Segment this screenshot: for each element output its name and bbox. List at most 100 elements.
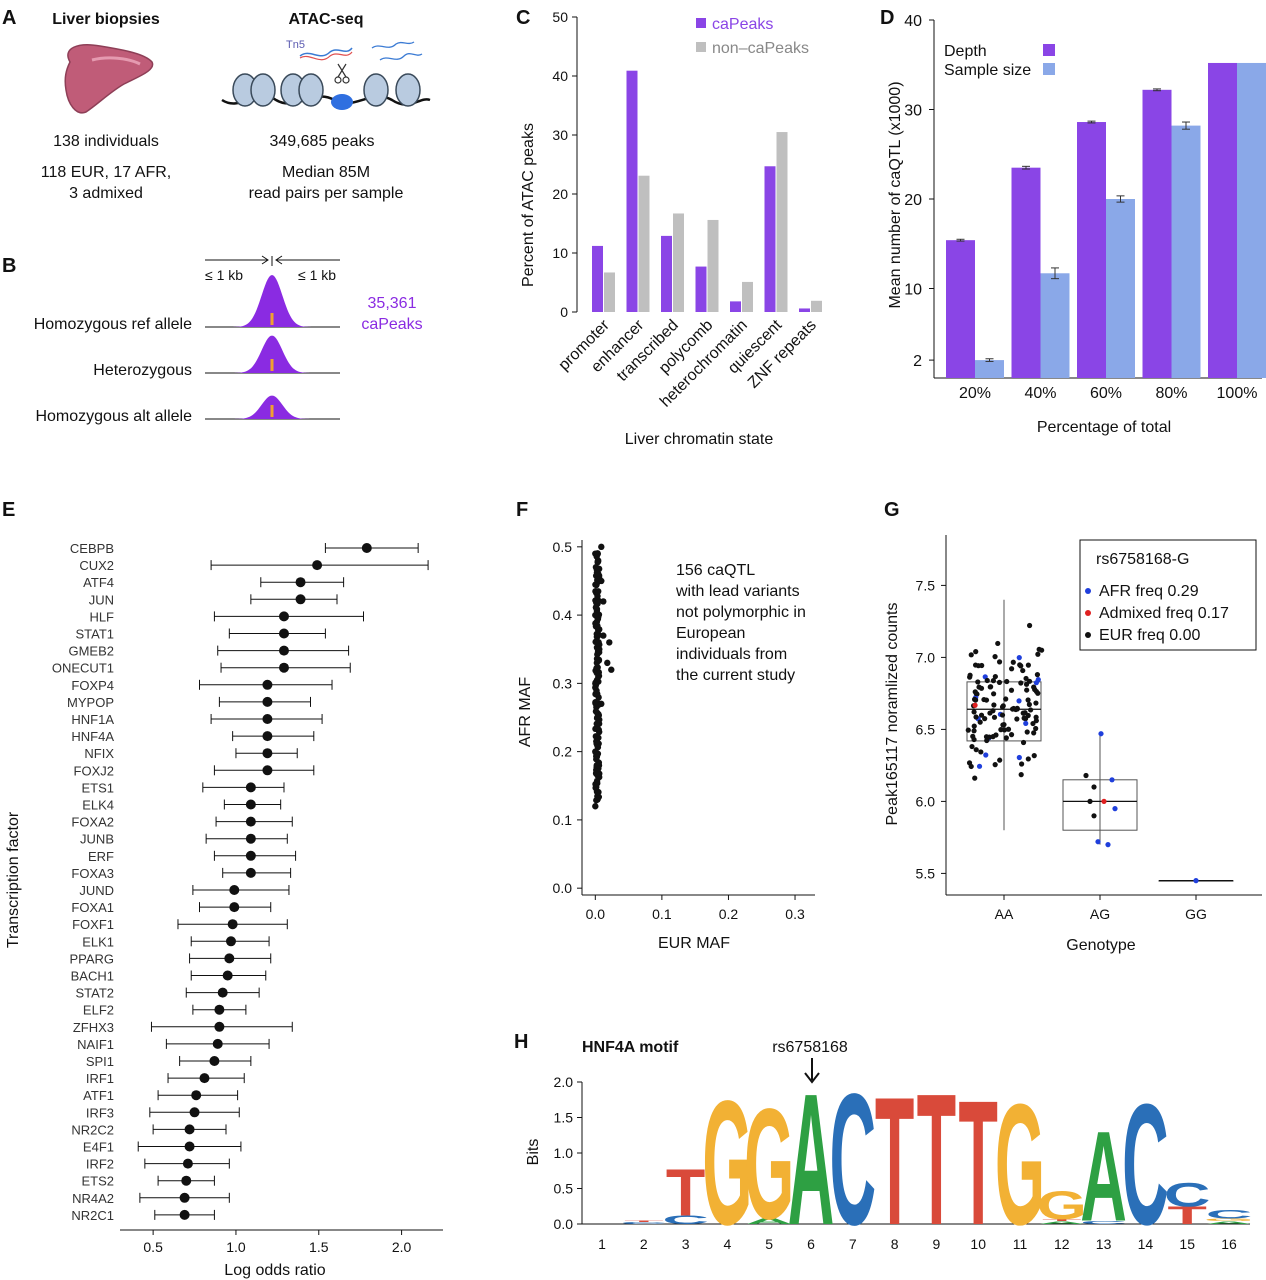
g-point-AG	[1083, 772, 1089, 779]
h-letter-16-C: C	[1206, 1208, 1253, 1221]
e-point-ATF4	[295, 577, 306, 588]
g-ytick-label-3: 7.0	[916, 649, 936, 665]
row-hom-alt: Homozygous alt allele	[35, 408, 192, 425]
g-point-AA	[1033, 725, 1039, 732]
e-tf-label-ATF1: ATF1	[83, 1088, 114, 1103]
c-bar-non–caPeaks-polycomb	[707, 219, 719, 312]
h-position-2: 2	[640, 1236, 648, 1252]
h-ylabel: Bits	[525, 1139, 542, 1166]
g-point-AA	[973, 649, 979, 655]
f-ytick-label-3: 0.3	[553, 675, 573, 691]
nucleosome-chromatin-icon	[221, 73, 431, 110]
g-point-GG	[1193, 878, 1199, 884]
g-point-AA	[1018, 663, 1024, 669]
g-point-AA	[973, 697, 979, 703]
f-ytick-label-4: 0.4	[553, 607, 573, 623]
f-ylabel: AFR MAF	[517, 677, 534, 747]
g-point-AA	[1021, 715, 1027, 721]
e-point-NR2C2	[184, 1124, 195, 1135]
c-ytick-label-0: 0	[560, 304, 568, 320]
admixed-count: 3 admixed	[69, 185, 143, 202]
h-position-8: 8	[891, 1236, 899, 1252]
g-point-AG	[1101, 798, 1107, 805]
c-legend-noncapeaks: non–caPeaks	[712, 40, 809, 57]
e-point-ERF	[245, 850, 256, 861]
g-point-AA	[1008, 666, 1015, 672]
e-tf-label-NR2C1: NR2C1	[71, 1208, 114, 1223]
h-position-4: 4	[724, 1236, 732, 1252]
d-bar-Sample size-60%	[1106, 199, 1135, 378]
g-point-AA	[1008, 687, 1015, 693]
g-legend-dot-admixed	[1085, 610, 1091, 616]
e-xtick-label-0: 0.5	[143, 1239, 163, 1255]
e-tf-label-NR2C2: NR2C2	[71, 1122, 114, 1137]
h-letter-13-A: A	[1080, 1104, 1127, 1248]
e-tf-label-JUNB: JUNB	[80, 832, 114, 847]
e-point-ELF2	[214, 1004, 225, 1015]
g-point-AA	[968, 652, 974, 658]
capeaks-count: 35,361	[368, 295, 417, 312]
g-point-AA	[971, 728, 977, 734]
f-point	[595, 588, 602, 595]
g-point-AA	[996, 679, 1003, 685]
d-ytick-label-4: 40	[904, 13, 922, 30]
g-point-AA	[991, 691, 997, 697]
d-xtick-label-2: 60%	[1090, 385, 1122, 402]
c-legend-swatch-noncapeaks	[696, 42, 706, 52]
f-point	[596, 646, 603, 653]
g-point-AG	[1087, 798, 1093, 805]
g-legend-box	[1079, 539, 1257, 651]
g-point-AG	[1105, 842, 1111, 848]
d-ytick-label-0: 2	[913, 353, 922, 370]
e-point-MYPOP	[262, 696, 273, 707]
f-ytick-label-2: 0.2	[553, 744, 573, 760]
e-point-FOXA3	[245, 867, 256, 878]
c-xlabel: Liver chromatin state	[625, 431, 774, 448]
h-position-9: 9	[933, 1236, 941, 1252]
f-point	[595, 656, 603, 664]
c-bar-non–caPeaks-ZNF repeats	[811, 300, 822, 312]
f-xtick-label-1: 0.1	[652, 906, 672, 922]
c-bar-caPeaks-quiescent	[764, 166, 776, 312]
g-point-AA	[992, 673, 998, 680]
d-ylabel: Mean number of caQTL (x1000)	[887, 81, 904, 308]
g-point-AA	[972, 775, 978, 781]
c-ytick-label-1: 10	[552, 245, 568, 261]
d-bar-Sample size-20%	[975, 360, 1004, 378]
h-letter-9-T: T	[917, 1054, 956, 1264]
capeaks-label: caPeaks	[361, 316, 422, 333]
g-point-AA	[998, 727, 1004, 733]
g-point-AA	[1004, 678, 1010, 685]
g-point-AA	[973, 747, 979, 753]
g-point-AA	[978, 712, 985, 718]
g-ytick-label-1: 6.0	[916, 793, 936, 809]
g-ylabel: Peak165117 noramlized counts	[884, 603, 901, 826]
g-point-AA	[1009, 706, 1016, 712]
panel-a-label: A	[2, 7, 16, 29]
g-point-AA	[996, 659, 1003, 665]
e-point-PPARG	[224, 953, 235, 964]
f-point	[604, 659, 611, 667]
e-tf-label-IRF2: IRF2	[86, 1157, 114, 1172]
h-ytick-label-3: 1.5	[554, 1110, 574, 1126]
chart-g: 5.5 6.0 6.5 7.0 7.5 AA AG GG	[916, 535, 1262, 922]
e-point-JUNB	[245, 833, 256, 844]
h-position-16: 16	[1221, 1236, 1237, 1252]
e-tf-label-NAIF1: NAIF1	[77, 1037, 114, 1052]
panel-c: C 01020304050promoterenhancertranscribed…	[516, 7, 822, 448]
e-point-STAT2	[217, 987, 228, 998]
g-point-AA	[1035, 677, 1041, 683]
g-point-AA	[978, 749, 984, 755]
c-bar-caPeaks-heterochromatin	[730, 301, 741, 312]
c-bar-caPeaks-promoter	[592, 245, 603, 312]
c-legend-capeaks: caPeaks	[712, 16, 773, 33]
e-point-E4F1	[184, 1141, 195, 1152]
panel-f: F 0.0 0.1 0.2 0.3 0.0 0.1 0.2 0.3 0.4 0.5 156 caQ…	[516, 499, 815, 952]
d-bar-Depth-100%	[1208, 62, 1237, 379]
panel-d: D 2 10 20 30 40 20% 40% 60% 80% 100% Percentage o…	[880, 7, 1266, 436]
g-point-AA	[1035, 651, 1041, 657]
h-position-3: 3	[682, 1236, 690, 1252]
e-tf-label-FOXA2: FOXA2	[71, 815, 114, 830]
f-point	[592, 550, 599, 557]
